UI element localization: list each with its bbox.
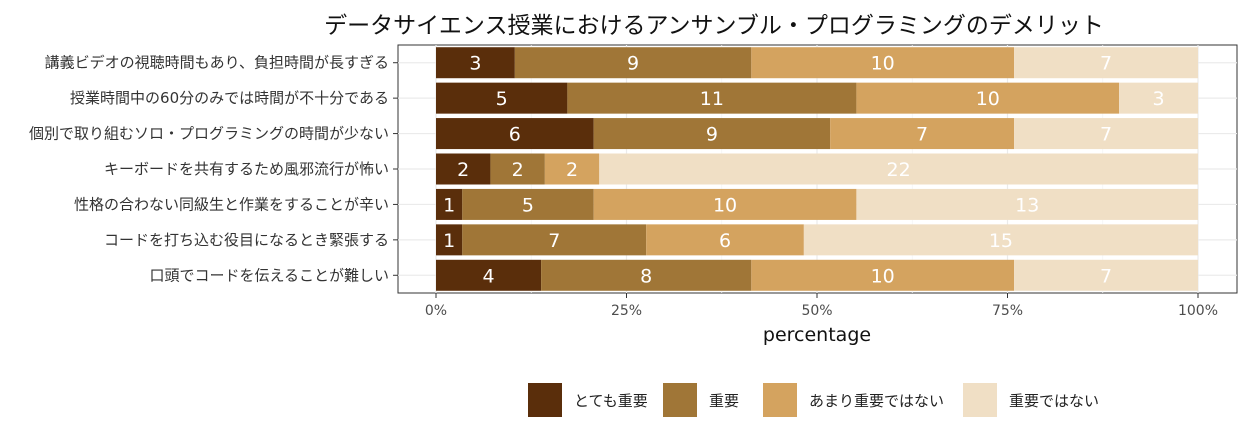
- bar-segment: [567, 82, 857, 114]
- bars: 3 9 10 75 11 10 36 9 7 72 2 2 221 5 10 131 7 6 154 8 10 7: [436, 47, 1198, 291]
- legend-item: とても重要: [528, 380, 648, 420]
- legend-label: 重要ではない: [1009, 391, 1100, 410]
- bar-segment: [1014, 118, 1198, 150]
- data-label: 22: [887, 159, 911, 181]
- bar-segment: [541, 259, 752, 291]
- data-label: 6: [509, 124, 521, 146]
- category-label: 口頭でコードを伝えることが難しい: [149, 266, 389, 284]
- x-tick-label: 75%: [992, 303, 1023, 319]
- legend-swatch: [663, 383, 697, 417]
- legend-swatch: [763, 383, 797, 417]
- data-label: 2: [457, 159, 469, 181]
- data-label: 8: [640, 265, 652, 287]
- bar-segment: [751, 47, 1015, 79]
- data-label: 1: [443, 194, 455, 216]
- category-labels: 講義ビデオの視聴時間もあり、負担時間が長すぎる授業時間中の60分のみでは時間が不…: [29, 54, 398, 284]
- x-axis-title: percentage: [763, 324, 871, 346]
- bar-segment: [544, 153, 600, 185]
- data-label: 10: [976, 88, 1000, 110]
- legend-label: 重要: [709, 391, 740, 410]
- legend: とても重要 重要 あまり重要ではない 重要ではない: [0, 380, 1248, 420]
- stacked-bar-chart: 3 9 10 75 11 10 36 9 7 72 2 2 221 5 10 131 7 6 154 8 10 7 講義ビ…: [29, 44, 1238, 346]
- data-label: 4: [483, 265, 495, 287]
- bar-segment: [1014, 259, 1198, 291]
- legend-swatch: [963, 383, 997, 417]
- bar-segment: [490, 153, 545, 185]
- x-axis-ticks: 0% 25% 50% 75% 100%: [425, 293, 1218, 319]
- legend-label: とても重要: [574, 391, 648, 410]
- bar-segment: [803, 224, 1198, 256]
- data-label: 3: [1153, 88, 1165, 110]
- bar-segment: [436, 188, 463, 220]
- chart-title: データサイエンス授業におけるアンサンブル・プログラミングのデメリット: [324, 13, 1104, 39]
- bar-segment: [1119, 82, 1198, 114]
- x-tick-label: 25%: [611, 303, 642, 319]
- data-label: 7: [1100, 265, 1112, 287]
- bar-segment: [436, 118, 594, 150]
- category-label: 個別で取り組むソロ・プログラミングの時間が少ない: [29, 125, 389, 143]
- bar-segment: [856, 188, 1198, 220]
- category-label: 授業時間中の60分のみでは時間が不十分である: [70, 89, 389, 107]
- x-tick-label: 50%: [801, 303, 832, 319]
- bar-segment: [1014, 47, 1198, 79]
- data-label: 6: [719, 230, 731, 252]
- data-label: 2: [512, 159, 524, 181]
- data-label: 2: [566, 159, 578, 181]
- x-tick-label: 100%: [1178, 303, 1218, 319]
- data-label: 7: [548, 230, 560, 252]
- bar-segment: [593, 188, 857, 220]
- data-label: 3: [469, 53, 481, 75]
- bar-segment: [436, 82, 568, 114]
- data-label: 10: [713, 194, 737, 216]
- legend-item: 重要ではない: [963, 380, 1099, 420]
- bar-segment: [751, 259, 1015, 291]
- category-label: 講義ビデオの視聴時間もあり、負担時間が長すぎる: [45, 54, 389, 72]
- legend-item: あまり重要ではない: [763, 380, 944, 420]
- bar-segment: [462, 188, 594, 220]
- bar-segment: [436, 47, 515, 79]
- data-label: 13: [1015, 194, 1039, 216]
- bar-segment: [646, 224, 804, 256]
- data-label: 10: [871, 265, 895, 287]
- bar-segment: [462, 224, 647, 256]
- data-label: 15: [989, 230, 1013, 252]
- data-label: 7: [1100, 124, 1112, 146]
- bar-segment: [514, 47, 752, 79]
- category-label: 性格の合わない同級生と作業をすることが辛い: [74, 195, 389, 213]
- category-label: キーボードを共有するため風邪流行が怖い: [104, 160, 389, 178]
- data-label: 7: [916, 124, 928, 146]
- legend-swatch: [528, 383, 562, 417]
- x-tick-label: 0%: [425, 303, 447, 319]
- data-label: 1: [443, 230, 455, 252]
- bar-segment: [436, 259, 542, 291]
- bar-segment: [436, 153, 491, 185]
- bar-segment: [856, 82, 1120, 114]
- data-label: 7: [1100, 53, 1112, 75]
- legend-label: あまり重要ではない: [809, 391, 945, 410]
- bar-segment: [830, 118, 1015, 150]
- category-label: コードを打ち込む役目になるとき緊張する: [104, 231, 389, 249]
- bar-segment: [599, 153, 1198, 185]
- bar-segment: [593, 118, 831, 150]
- bar-segment: [436, 224, 463, 256]
- data-label: 10: [871, 53, 895, 75]
- data-label: 9: [706, 124, 718, 146]
- data-label: 9: [627, 53, 639, 75]
- data-label: 11: [700, 88, 724, 110]
- data-label: 5: [496, 88, 508, 110]
- data-label: 5: [522, 194, 534, 216]
- legend-item: 重要: [663, 380, 739, 420]
